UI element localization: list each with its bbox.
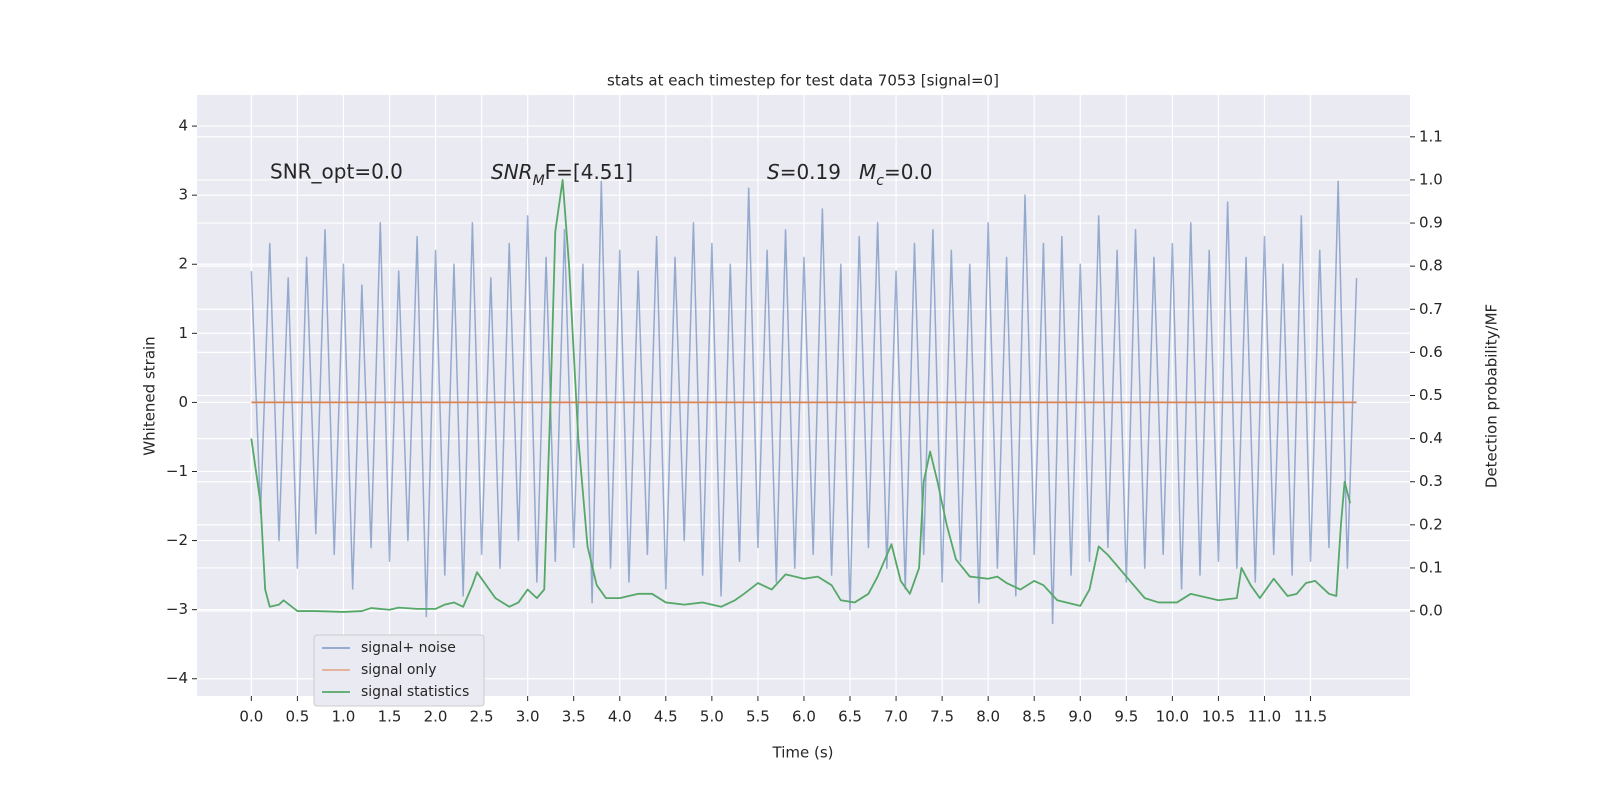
y2-tick-label: 0.2 xyxy=(1419,515,1443,533)
annotation: S=0.19 xyxy=(767,160,841,184)
x-tick-label: 4.5 xyxy=(654,708,678,726)
annotation-part: =0.0 xyxy=(884,160,933,184)
y2-tick-label: 0.8 xyxy=(1419,257,1443,275)
y-tick-label: −3 xyxy=(166,600,188,618)
x-tick-label: 4.0 xyxy=(608,708,632,726)
annotation: Mc=0.0 xyxy=(859,160,933,190)
y-tick-label: −4 xyxy=(166,669,188,687)
y-tick-label: 1 xyxy=(178,324,188,342)
x-tick-label: 0.5 xyxy=(285,708,309,726)
annotation-part: c xyxy=(876,173,884,189)
y2-tick-label: 0.0 xyxy=(1419,602,1443,620)
y2-tick-label: 1.0 xyxy=(1419,170,1443,188)
x-tick-label: 7.5 xyxy=(930,708,954,726)
annotation-part: F=[4.51] xyxy=(545,160,633,184)
y2-tick-label: 0.4 xyxy=(1419,429,1443,447)
y2-tick-label: 1.1 xyxy=(1419,127,1443,145)
series-line xyxy=(250,179,1352,613)
x-tick-label: 2.0 xyxy=(424,708,448,726)
x-tick-label: 1.0 xyxy=(332,708,356,726)
y-tick-label: 4 xyxy=(178,117,188,135)
series-line xyxy=(250,180,1358,625)
annotation-part: M xyxy=(859,160,876,184)
y-tick-label: 3 xyxy=(178,186,188,204)
y2-tick-label: 0.6 xyxy=(1419,343,1443,361)
x-tick-label: 6.5 xyxy=(838,708,862,726)
y2-tick-label: 0.7 xyxy=(1419,300,1443,318)
legend-box xyxy=(313,634,485,707)
legend-label: signal statistics xyxy=(361,684,469,700)
x-tick-label: 5.5 xyxy=(746,708,770,726)
x-tick-label: 11.5 xyxy=(1294,708,1327,726)
x-tick-label: 9.0 xyxy=(1068,708,1092,726)
y2-tick-label: 0.9 xyxy=(1419,214,1443,232)
y2-tick-label: 0.1 xyxy=(1419,558,1443,576)
y-tick-label: −1 xyxy=(166,462,188,480)
x-tick-label: 3.5 xyxy=(562,708,586,726)
annotation-part: S xyxy=(767,160,780,184)
x-tick-label: 8.5 xyxy=(1022,708,1046,726)
y-tick-label: −2 xyxy=(166,531,188,549)
y-tick-label: 2 xyxy=(178,255,188,273)
x-tick-label: 5.0 xyxy=(700,708,724,726)
annotation-part: M xyxy=(533,173,545,189)
x-tick-label: 10.5 xyxy=(1202,708,1235,726)
x-tick-label: 8.0 xyxy=(976,708,1000,726)
y2-tick-label: 0.5 xyxy=(1419,386,1443,404)
annotation: SNR_opt=0.0 xyxy=(270,160,403,184)
legend-label: signal only xyxy=(361,662,436,678)
x-tick-label: 2.5 xyxy=(470,708,494,726)
annotation-part: =0.19 xyxy=(780,160,841,184)
x-axis-label: Time (s) xyxy=(772,744,834,762)
x-tick-label: 0.0 xyxy=(239,708,263,726)
y-axis-label: Whitened strain xyxy=(141,336,159,455)
x-tick-label: 11.0 xyxy=(1248,708,1281,726)
x-tick-label: 3.0 xyxy=(516,708,540,726)
y-tick-label: 0 xyxy=(178,393,188,411)
x-tick-label: 10.0 xyxy=(1156,708,1189,726)
x-tick-label: 6.0 xyxy=(792,708,816,726)
y2-tick-label: 0.3 xyxy=(1419,472,1443,490)
annotation: SNRMF=[4.51] xyxy=(491,160,633,190)
chart-title: stats at each timestep for test data 705… xyxy=(607,72,999,90)
x-tick-label: 1.5 xyxy=(378,708,402,726)
x-tick-label: 9.5 xyxy=(1114,708,1138,726)
annotation-part: SNR xyxy=(491,160,533,184)
legend-label: signal+ noise xyxy=(361,640,456,656)
y2-axis-label: Detection probability/MF xyxy=(1483,304,1501,488)
x-tick-label: 7.0 xyxy=(884,708,908,726)
